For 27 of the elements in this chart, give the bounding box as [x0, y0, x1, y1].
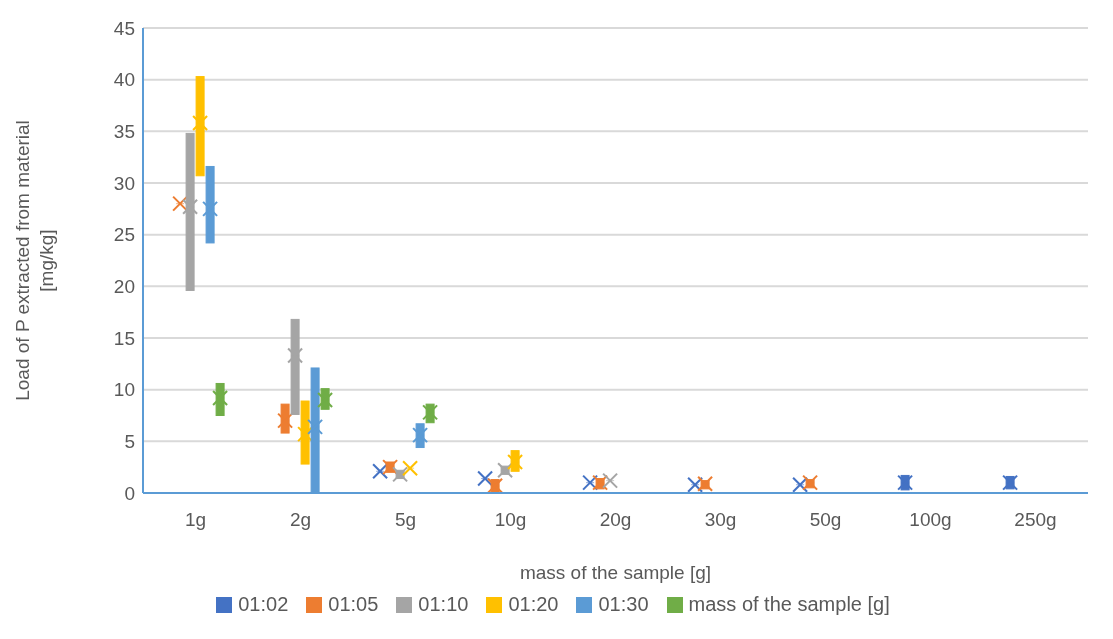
legend-label: 01:30 — [598, 593, 649, 616]
y-tick-label: 0 — [124, 482, 135, 504]
y-tick-label: 30 — [113, 172, 135, 194]
y-tick-label: 35 — [113, 121, 135, 143]
y-tick-label: 10 — [113, 379, 135, 401]
x-tick-label: 100g — [909, 509, 952, 531]
x-tick-label: 5g — [394, 509, 417, 531]
y-axis-title: Load of P extracted from material [mg/kg] — [12, 120, 57, 401]
x-tick-label: 250g — [1014, 509, 1057, 531]
x-tick-label: 50g — [809, 509, 842, 531]
x-tick-label: 2g — [289, 509, 312, 531]
legend-label: 01:10 — [418, 593, 469, 616]
x-tick-label: 1g — [184, 509, 207, 531]
y-tick-label: 15 — [113, 327, 135, 349]
x-axis-title: mass of the sample [g] — [519, 562, 712, 583]
y-tick-label: 45 — [113, 17, 135, 39]
y-tick-label: 40 — [113, 69, 135, 91]
y-tick-label: 5 — [124, 431, 135, 453]
x-tick-label: 30g — [704, 509, 737, 531]
legend-label: 01:20 — [508, 593, 559, 616]
x-tick-label: 20g — [599, 509, 632, 531]
legend-label: 01:02 — [238, 593, 289, 616]
legend-label: 01:05 — [328, 593, 379, 616]
y-tick-label: 20 — [113, 276, 135, 298]
x-tick-label: 10g — [494, 509, 527, 531]
legend-label: mass of the sample [g] — [688, 593, 890, 616]
y-tick-label: 25 — [113, 224, 135, 246]
